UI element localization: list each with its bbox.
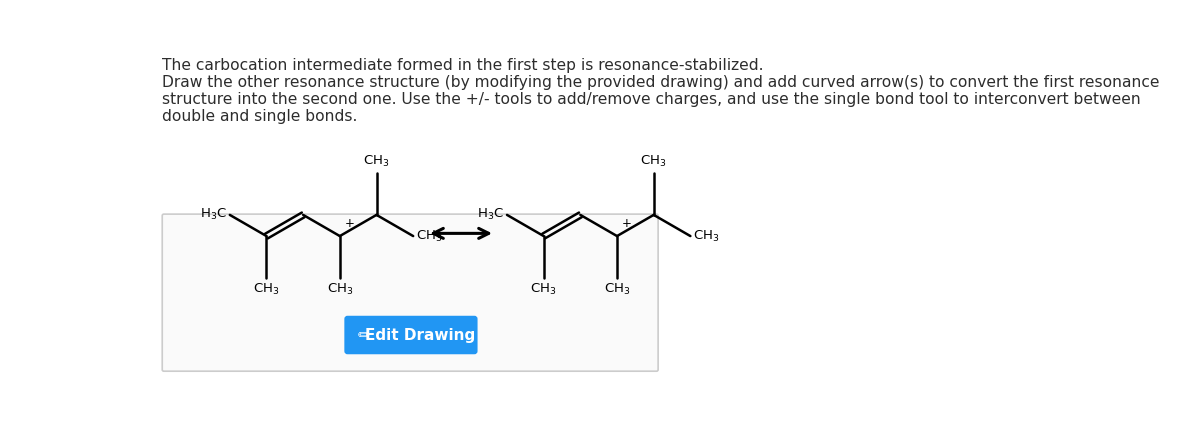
Text: CH$_3$: CH$_3$	[326, 282, 353, 297]
Text: CH$_3$: CH$_3$	[641, 154, 667, 170]
Text: CH$_3$: CH$_3$	[604, 282, 630, 297]
Text: +: +	[344, 217, 354, 230]
Text: Edit Drawing: Edit Drawing	[366, 327, 475, 343]
Text: double and single bonds.: double and single bonds.	[162, 109, 358, 124]
Text: H$_3$C: H$_3$C	[200, 207, 227, 223]
Text: CH$_3$: CH$_3$	[530, 282, 557, 297]
Text: ✏: ✏	[358, 327, 371, 343]
Text: Draw the other resonance structure (by modifying the provided drawing) and add c: Draw the other resonance structure (by m…	[162, 75, 1159, 90]
Text: CH$_3$: CH$_3$	[364, 154, 390, 170]
Text: The carbocation intermediate formed in the first step is resonance-stabilized.: The carbocation intermediate formed in t…	[162, 58, 763, 73]
Text: CH$_3$: CH$_3$	[694, 229, 720, 244]
FancyBboxPatch shape	[344, 316, 478, 354]
Text: CH$_3$: CH$_3$	[416, 229, 443, 244]
FancyBboxPatch shape	[162, 214, 658, 371]
Text: CH$_3$: CH$_3$	[253, 282, 280, 297]
Text: +: +	[622, 217, 631, 230]
Text: H$_3$C: H$_3$C	[478, 207, 504, 223]
Text: structure into the second one. Use the +/- tools to add/remove charges, and use : structure into the second one. Use the +…	[162, 92, 1141, 107]
